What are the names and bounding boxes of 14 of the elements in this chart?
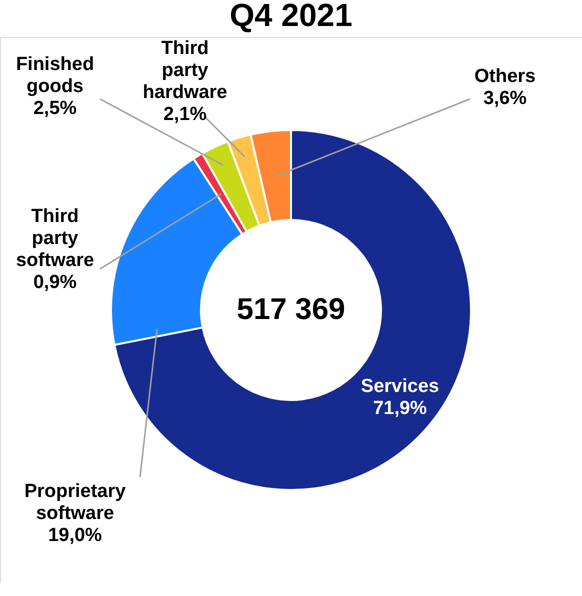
slice-label: Services bbox=[360, 376, 440, 397]
text: 517 369 bbox=[236, 293, 346, 326]
slice-label: Others bbox=[474, 66, 536, 87]
data-label: 2,1% bbox=[163, 104, 207, 125]
slice-label: Third party hardware bbox=[142, 38, 228, 103]
data-label: 3,6% bbox=[483, 88, 527, 109]
data-label: 19,0% bbox=[48, 525, 102, 546]
data-label: 2,5% bbox=[33, 98, 77, 119]
data-label: 0,9% bbox=[33, 272, 77, 293]
data-label: 71,9% bbox=[373, 398, 428, 419]
slice-label: Proprietary software bbox=[24, 481, 126, 524]
slice-label: Finished goods bbox=[16, 54, 94, 97]
chart-title: Q4 2021 bbox=[230, 0, 352, 33]
slice-label: Third party software bbox=[16, 206, 94, 271]
